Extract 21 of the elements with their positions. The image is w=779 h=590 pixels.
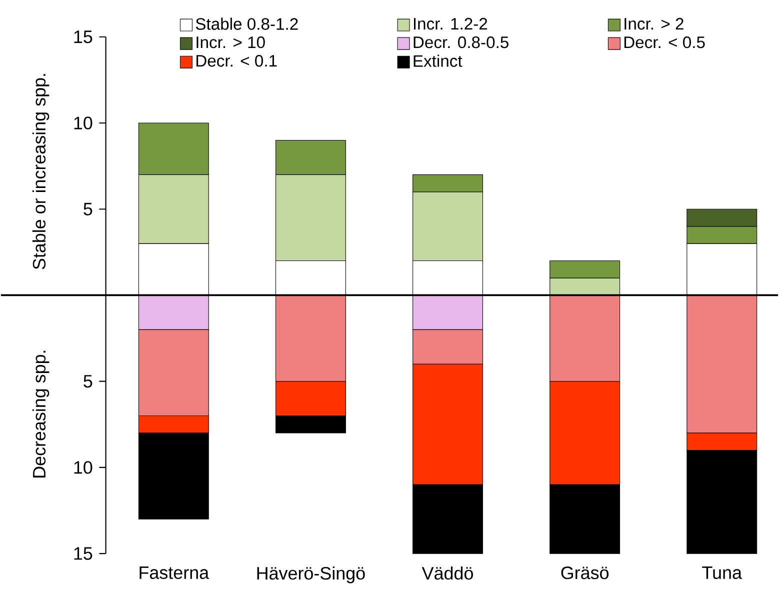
x-tick-label: Tuna (702, 566, 742, 579)
annotation: Decreasing spp. (32, 350, 50, 478)
y-tick-label: 15 (74, 30, 92, 43)
legend-label: Extinct (414, 54, 462, 67)
y-tick-label: 15 (74, 547, 92, 560)
x-tick-label: Gräsö (561, 566, 609, 579)
y-axis-title: Stable or increasing spp. (32, 74, 50, 269)
legend-label: Stable 0.8-1.2 (196, 17, 298, 30)
legend-label: Incr. > 10 (196, 36, 265, 48)
x-tick-label: Fasterna (140, 566, 210, 579)
y-tick-label: 10 (74, 116, 92, 130)
legend-label: Decr. < 0.1 (196, 54, 277, 66)
legend-label: Incr. > 2 (624, 18, 684, 30)
legend-label: Decr. 0.8-0.5 (414, 36, 508, 48)
x-tick-label: Väddö (422, 566, 473, 580)
y-tick-label: 10 (74, 460, 92, 474)
y-tick-label: 5 (84, 202, 92, 216)
legend-label: Incr. 1.2-2 (414, 18, 488, 30)
y-tick-label: 5 (84, 374, 92, 388)
legend-label: Decr. < 0.5 (624, 36, 705, 48)
x-tick-label: Häverö-Singö (257, 566, 365, 583)
